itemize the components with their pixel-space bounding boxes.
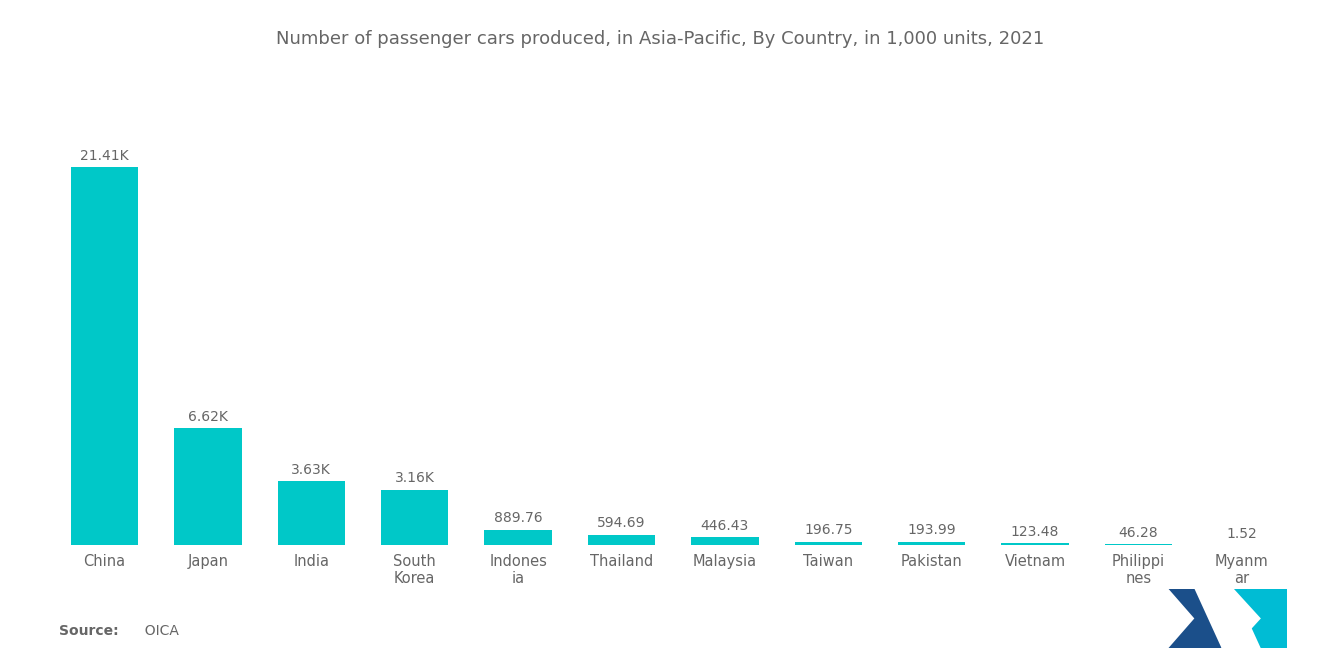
Text: 46.28: 46.28: [1118, 526, 1159, 540]
Bar: [898, 542, 965, 545]
Text: 21.41K: 21.41K: [81, 149, 129, 163]
Polygon shape: [1195, 589, 1261, 648]
Text: 193.99: 193.99: [907, 523, 956, 537]
Text: 3.16K: 3.16K: [395, 471, 434, 485]
Bar: [587, 535, 655, 545]
Polygon shape: [1233, 589, 1287, 648]
Text: OICA: OICA: [136, 624, 178, 638]
Polygon shape: [1168, 589, 1222, 648]
Text: 6.62K: 6.62K: [187, 410, 228, 424]
Text: 446.43: 446.43: [701, 519, 748, 533]
Text: 123.48: 123.48: [1011, 525, 1059, 539]
Text: 196.75: 196.75: [804, 523, 853, 537]
Text: Number of passenger cars produced, in Asia-Pacific, By Country, in 1,000 units, : Number of passenger cars produced, in As…: [276, 30, 1044, 48]
Text: 3.63K: 3.63K: [292, 463, 331, 477]
Bar: [381, 489, 449, 545]
Text: Source:: Source:: [59, 624, 119, 638]
Bar: [277, 481, 345, 545]
Text: 889.76: 889.76: [494, 511, 543, 525]
Bar: [71, 168, 139, 545]
Bar: [174, 428, 242, 545]
Text: 1.52: 1.52: [1226, 527, 1257, 541]
Bar: [484, 529, 552, 545]
Bar: [1002, 543, 1069, 545]
Bar: [795, 542, 862, 545]
Bar: [692, 537, 759, 545]
Text: 594.69: 594.69: [597, 517, 645, 531]
